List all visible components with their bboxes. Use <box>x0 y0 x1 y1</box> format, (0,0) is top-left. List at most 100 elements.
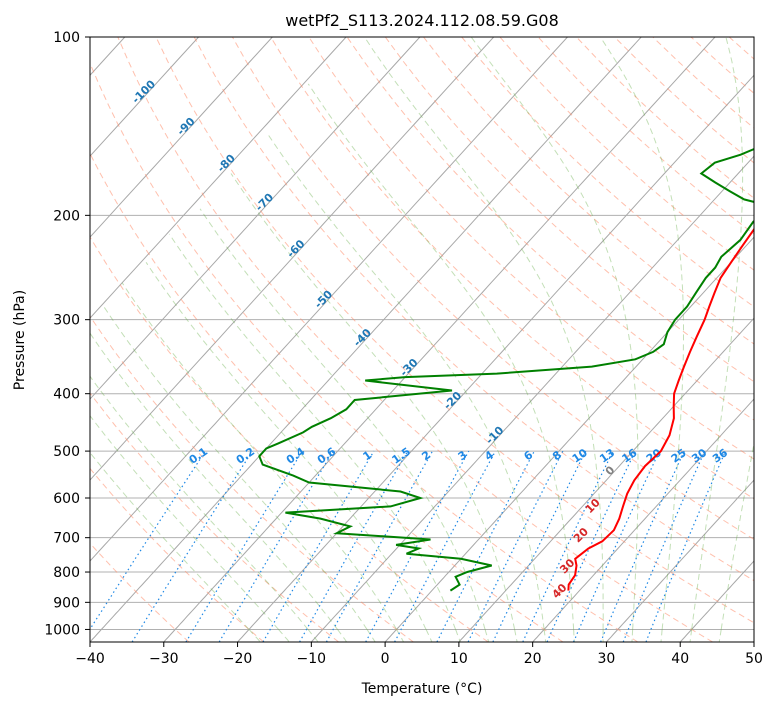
dry-adiabat-line <box>652 37 754 129</box>
dry-adiabat-label: -80 <box>215 152 238 175</box>
mixing-ratio-line <box>185 450 303 642</box>
y-tick-label: 600 <box>53 491 80 507</box>
mixing-ratio-line <box>299 450 409 642</box>
y-axis-title: Pressure (hPa) <box>12 290 28 390</box>
isotherm-line <box>384 236 754 642</box>
x-tick-label: 10 <box>450 651 468 667</box>
moist-adiabat-line <box>718 441 754 642</box>
x-tick-label: −10 <box>297 651 327 667</box>
x-tick-label: 40 <box>671 651 689 667</box>
isotherm-line <box>90 37 347 319</box>
isotherm-line <box>753 641 754 642</box>
isotherm-line <box>90 37 495 481</box>
dry-adiabat-line <box>90 235 489 642</box>
moist-adiabat-line <box>689 37 744 642</box>
dry-adiabat-label: -40 <box>351 326 374 349</box>
y-tick-label: 100 <box>53 30 80 46</box>
moist-adiabat-line <box>90 451 261 642</box>
isotherm-line <box>606 479 754 642</box>
moist-adiabat-line <box>103 306 376 642</box>
dry-adiabat-label: -20 <box>441 389 464 412</box>
mixing-ratio-label: 0.6 <box>315 445 339 467</box>
x-tick-label: 30 <box>598 651 616 667</box>
mixing-ratio-line <box>131 450 253 642</box>
plot-area: 0.1 0.2 0.4 0.6 1 1.5 2 3 4 6 8 10 13 16 20 25 30 36-100-… <box>90 37 754 642</box>
y-tick-label: 700 <box>53 531 80 547</box>
y-tick-label: 900 <box>53 595 80 611</box>
dry-adiabat-line <box>690 37 754 94</box>
y-tick-label: 200 <box>53 208 80 224</box>
mixing-ratio-label: 2 <box>419 448 433 463</box>
isotherm-line <box>237 74 754 642</box>
moist-adiabat-line <box>199 208 490 642</box>
plot-frame <box>89 36 755 643</box>
dry-adiabat-label: -70 <box>253 190 276 213</box>
mixing-ratio-label: 8 <box>550 448 564 463</box>
y-tick-label: 500 <box>53 444 80 460</box>
x-tick-label: 50 <box>745 651 763 667</box>
mixing-ratio-line <box>90 450 206 631</box>
mixing-ratio-line <box>218 450 334 642</box>
dry-adiabat-line <box>384 37 754 383</box>
y-tick-label: 300 <box>53 313 80 329</box>
chart-title: wetPf2_S113.2024.112.08.59.G08 <box>285 11 559 31</box>
mixing-ratio-line <box>522 450 614 642</box>
isotherm-line <box>163 37 716 642</box>
y-tick-label: 400 <box>53 387 80 403</box>
moist-adiabat-label: 10 <box>583 496 603 516</box>
x-tick-label: −20 <box>223 651 253 667</box>
dry-adiabat-line <box>155 37 754 624</box>
mixing-ratio-label: 10 <box>570 446 590 466</box>
isotherm-line <box>679 560 754 642</box>
dry-adiabat-line <box>231 37 754 540</box>
mixing-ratio-label: 6 <box>521 448 535 463</box>
dry-adiabat-line <box>90 542 190 642</box>
mixing-ratio-line <box>492 450 587 642</box>
x-axis-title: Temperature (°C) <box>361 681 483 697</box>
mixing-ratio-line <box>600 450 685 642</box>
dry-adiabat-line <box>576 37 754 199</box>
mixing-ratio-line <box>546 450 636 642</box>
dry-adiabat-line <box>461 37 754 308</box>
mixing-ratio-line <box>365 450 470 642</box>
dry-adiabat-line <box>90 152 564 642</box>
dry-adiabat-line <box>308 37 754 460</box>
moist-adiabat-line <box>145 262 433 642</box>
moist-adiabat-line <box>230 173 518 642</box>
mixing-ratio-line <box>467 450 564 642</box>
mixing-ratio-label: 4 <box>482 448 496 463</box>
dry-adiabat-label: -100 <box>129 77 158 106</box>
dry-adiabat-line <box>423 37 754 345</box>
moist-adiabat-line <box>90 375 319 642</box>
isotherm-line <box>90 37 568 562</box>
moist-adiabat-line <box>168 233 461 642</box>
dry-adiabat-line <box>728 37 754 60</box>
mixing-ratio-label: 0.4 <box>284 445 308 467</box>
mixing-ratio-label: 1 <box>361 448 375 463</box>
mixing-ratio-label: 3 <box>456 448 470 463</box>
temperature-profile <box>567 227 754 591</box>
isotherm-line <box>458 317 754 642</box>
mixing-ratio-line <box>572 450 661 642</box>
mixing-ratio-label: 30 <box>689 446 709 466</box>
dry-adiabat-line <box>270 37 754 500</box>
mixing-ratio-label: 25 <box>669 446 689 465</box>
y-tick-label: 1000 <box>44 622 80 638</box>
dry-adiabat-line <box>90 467 265 642</box>
x-tick-label: 0 <box>381 651 390 667</box>
moist-adiabat-line <box>90 332 348 642</box>
moist-adiabat-line <box>364 37 604 642</box>
isotherm-line <box>310 155 754 642</box>
mixing-ratio-label: 36 <box>710 446 730 466</box>
dry-adiabat-line <box>537 37 754 235</box>
x-axis: −40 −30 −20 −10 0 10 20 30 40 50 <box>75 642 763 667</box>
x-tick-label: −40 <box>75 651 105 667</box>
x-tick-label: 20 <box>524 651 542 667</box>
isotherm-line <box>532 398 754 642</box>
moist-adiabat-line <box>307 83 575 642</box>
mixing-ratio-line <box>645 450 727 642</box>
dry-adiabat-line <box>117 37 713 642</box>
dry-adiabat-line <box>193 37 754 582</box>
isotherm-line <box>90 37 421 400</box>
